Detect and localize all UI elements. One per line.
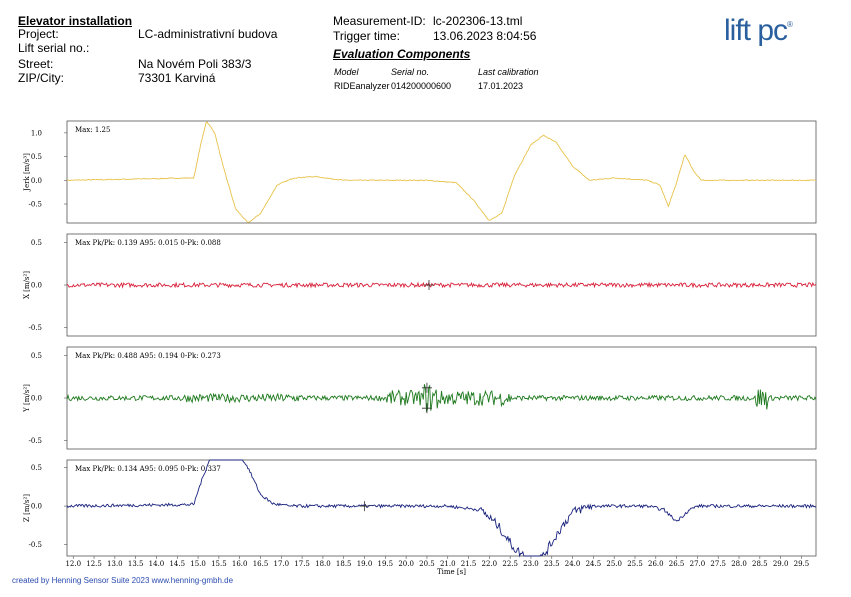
x-tick-label: 24.0 xyxy=(565,560,581,568)
x-tick-label: 20.0 xyxy=(398,560,414,568)
x-tick-label: 23.5 xyxy=(544,560,560,568)
x-tick-label: 14.0 xyxy=(149,560,165,568)
x-tick-label: 20.5 xyxy=(419,560,435,568)
x-tick-label: 26.0 xyxy=(648,560,664,568)
trigger-value: 13.06.2023 8:04:56 xyxy=(433,29,537,43)
cursor-marker xyxy=(359,501,370,512)
x-tick-label: 12.5 xyxy=(86,560,102,568)
eval-serial-value: 014200000600 xyxy=(391,81,452,91)
y-tick-label: 0.5 xyxy=(31,352,42,360)
x-tick-label: 18.0 xyxy=(315,560,331,568)
report-title: Elevator installation xyxy=(18,14,133,28)
y-tick-label: 0.5 xyxy=(31,153,42,161)
x-tick-label: 13.5 xyxy=(128,560,144,568)
evaluation-components-title: Evaluation Components xyxy=(333,47,471,61)
series-line-jerk xyxy=(66,121,817,223)
y-axis-label: Y [m/s²] xyxy=(23,384,31,413)
y-tick-label: 0.5 xyxy=(31,239,42,247)
x-tick-label: 28.5 xyxy=(752,560,768,568)
x-tick-label: 29.0 xyxy=(773,560,789,568)
project-value: LC-administrativní budova xyxy=(138,27,278,41)
zip-label: ZIP/City: xyxy=(18,71,65,85)
x-tick-label: 24.5 xyxy=(586,560,602,568)
panel-y: 0.5 0.0 -0.5 Y [m/s²] Max Pk/Pk: 0.488 A95: … xyxy=(23,346,817,450)
y-tick-label: 0.0 xyxy=(31,177,42,185)
x-tick-label: 21.5 xyxy=(461,560,477,568)
serial-label: Lift serial no.: xyxy=(18,41,90,55)
measurement-value: lc-202306-13.tml xyxy=(433,14,523,28)
series-line-y xyxy=(66,384,817,412)
panel-annotation: Max Pk/Pk: 0.488 A95: 0.194 0-Pk: 0.273 xyxy=(75,352,221,360)
x-tick-label: 22.0 xyxy=(482,560,498,568)
x-tick-label: 22.5 xyxy=(502,560,518,568)
y-axis-label: Z [m/s²] xyxy=(23,494,31,522)
cursor-marker xyxy=(421,403,432,414)
panel-annotation: Max: 1.25 xyxy=(75,126,110,134)
zip-value: 73301 Karviná xyxy=(138,71,216,85)
x-tick-label: 14.5 xyxy=(169,560,185,568)
y-tick-label: 0.5 xyxy=(31,464,42,472)
x-tick-label: 27.0 xyxy=(690,560,706,568)
panel-x: 0.5 0.0 -0.5 X [m/s²] Max Pk/Pk: 0.139 A95: … xyxy=(23,233,817,337)
x-tick-label: 29.5 xyxy=(794,560,810,568)
x-tick-label: 27.5 xyxy=(710,560,726,568)
y-tick-label: -0.5 xyxy=(29,437,43,445)
x-tick-label: 21.0 xyxy=(440,560,456,568)
x-tick-label: 18.5 xyxy=(336,560,352,568)
y-axis-label: X [m/s²] xyxy=(23,271,31,299)
x-tick-label: 25.5 xyxy=(627,560,643,568)
cursor-marker xyxy=(424,280,435,290)
x-tick-label: 15.0 xyxy=(190,560,206,568)
x-tick-label: 23.0 xyxy=(523,560,539,568)
eval-col-calibration: Last calibration xyxy=(478,67,539,77)
y-tick-label: 0.0 xyxy=(31,503,42,511)
panel-z: 0.5 0.0 -0.5 Z [m/s²] Max Pk/Pk: 0.134 A95: … xyxy=(23,459,817,558)
panel-annotation: Max Pk/Pk: 0.139 A95: 0.015 0-Pk: 0.088 xyxy=(75,239,221,247)
x-axis-label: Time [s] xyxy=(437,568,466,576)
x-tick-label: 28.0 xyxy=(731,560,747,568)
plot-frame xyxy=(66,459,817,557)
trigger-label: Trigger time: xyxy=(333,29,400,43)
y-tick-label: -0.5 xyxy=(29,541,43,549)
eval-col-model: Model xyxy=(334,67,359,77)
eval-model-value: RIDEanalyzer xyxy=(334,81,390,91)
x-tick-label: 16.0 xyxy=(232,560,248,568)
lift-pc-logo: lift pc® xyxy=(724,14,793,47)
project-label: Project: xyxy=(18,27,59,41)
eval-col-serial: Serial no. xyxy=(391,67,430,77)
panel-jerk: 1.0 0.5 0.0 -0.5 Jerk [m/s³] Max: 1.25 xyxy=(23,120,817,224)
panel-annotation: Max Pk/Pk: 0.134 A95: 0.095 0-Pk: 0.337 xyxy=(75,465,221,473)
series-line-z xyxy=(66,459,817,558)
x-tick-label: 12.0 xyxy=(65,560,81,568)
y-tick-label: 0.0 xyxy=(31,282,42,290)
cursor-marker xyxy=(421,382,432,393)
x-tick-label: 13.0 xyxy=(107,560,123,568)
x-tick-label: 19.5 xyxy=(378,560,394,568)
y-axis-label: Jerk [m/s³] xyxy=(23,153,31,192)
x-tick-label: 17.5 xyxy=(294,560,310,568)
y-tick-label: 1.0 xyxy=(31,129,42,137)
x-tick-label: 25.0 xyxy=(606,560,622,568)
street-value: Na Novém Poli 383/3 xyxy=(138,57,252,71)
x-tick-label: 15.5 xyxy=(211,560,227,568)
eval-calibration-value: 17.01.2023 xyxy=(478,81,524,91)
x-tick-label: 26.5 xyxy=(669,560,685,568)
plot-frame xyxy=(66,120,817,224)
y-tick-label: 0.0 xyxy=(31,395,42,403)
street-label: Street: xyxy=(18,57,54,71)
y-tick-label: -0.5 xyxy=(29,201,43,209)
x-tick-label: 19.0 xyxy=(357,560,373,568)
series-line-x xyxy=(66,281,817,289)
measurement-label: Measurement-ID: xyxy=(333,14,426,28)
x-tick-label: 17.0 xyxy=(274,560,290,568)
x-tick-label: 16.5 xyxy=(253,560,269,568)
y-tick-label: -0.5 xyxy=(29,324,43,332)
footer-credit: created by Henning Sensor Suite 2023 www… xyxy=(12,576,234,585)
